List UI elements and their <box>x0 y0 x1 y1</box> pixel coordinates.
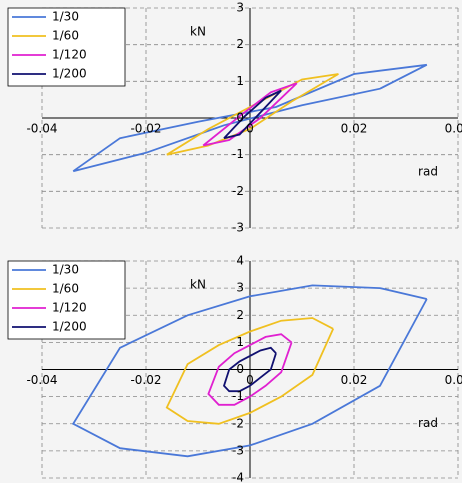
x-tick-label: -0.02 <box>130 373 161 387</box>
y-axis-label: kN <box>190 25 206 39</box>
y-tick-label: -1 <box>232 389 244 403</box>
y-axis-label: kN <box>190 278 206 292</box>
plot: -0.04-0.0200.020.04-3-2-10123kNrad1/301/… <box>8 1 462 235</box>
x-axis-label: rad <box>418 165 438 179</box>
legend: 1/30 1/60 1/120 1/200 <box>8 8 125 86</box>
legend-label: 1/120 <box>52 48 87 62</box>
x-tick-label: -0.04 <box>26 122 57 136</box>
legend-label: 1/60 <box>52 29 79 43</box>
y-tick-label: -2 <box>232 416 244 430</box>
legend-label: 1/60 <box>52 282 79 296</box>
y-tick-label: 1 <box>236 335 244 349</box>
y-tick-label: 0 <box>236 111 244 125</box>
chart-page: -0.04-0.0200.020.04-3-2-10123kNrad1/301/… <box>0 0 462 483</box>
x-tick-label: 0.04 <box>445 373 462 387</box>
x-axis-label: rad <box>418 416 438 430</box>
legend-label: 1/30 <box>52 263 79 277</box>
legend: 1/30 1/60 1/120 1/200 <box>8 261 125 339</box>
y-tick-label: 0 <box>236 362 244 376</box>
y-tick-label: -3 <box>232 443 244 457</box>
x-tick-label: 0.02 <box>341 373 368 387</box>
y-tick-label: -1 <box>232 147 244 161</box>
y-tick-label: -4 <box>232 471 244 483</box>
x-tick-label: 0.02 <box>341 122 368 136</box>
legend-label: 1/200 <box>52 320 87 334</box>
legend-label: 1/120 <box>52 301 87 315</box>
y-tick-label: 3 <box>236 281 244 295</box>
hysteresis-loop <box>167 74 339 155</box>
plot: -0.04-0.0200.020.04-4-3-2-101234kNrad1/3… <box>8 254 462 483</box>
legend-label: 1/30 <box>52 10 79 24</box>
x-tick-label: 0 <box>246 122 254 136</box>
y-tick-label: 2 <box>236 308 244 322</box>
x-tick-label: -0.04 <box>26 373 57 387</box>
y-tick-label: 3 <box>236 1 244 15</box>
legend-label: 1/200 <box>52 67 87 81</box>
y-tick-label: 2 <box>236 37 244 51</box>
x-tick-label: 0 <box>246 373 254 387</box>
x-tick-label: 0.04 <box>445 122 462 136</box>
y-tick-label: -3 <box>232 221 244 235</box>
y-tick-label: 4 <box>236 254 244 268</box>
y-tick-label: -2 <box>232 184 244 198</box>
x-tick-label: -0.02 <box>130 122 161 136</box>
y-tick-label: 1 <box>236 74 244 88</box>
